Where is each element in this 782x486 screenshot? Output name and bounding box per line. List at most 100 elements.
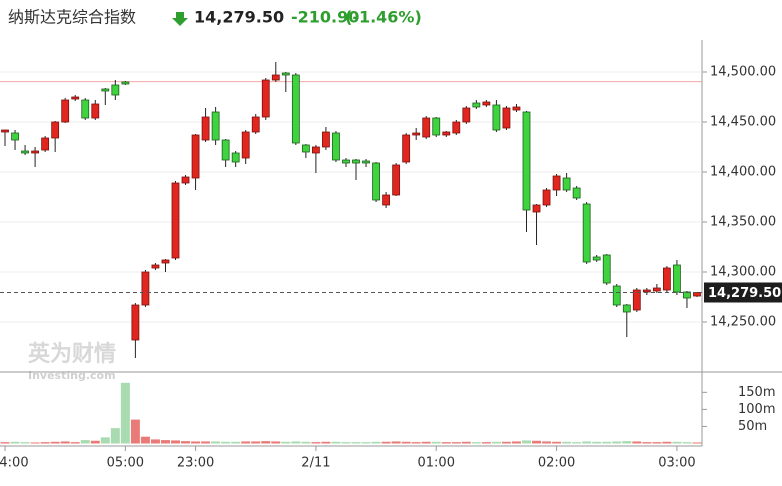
- volume-bar: [311, 442, 321, 444]
- volume-bar: [171, 440, 180, 444]
- candle-body: [693, 292, 701, 297]
- candle-body: [241, 131, 250, 159]
- volume-bar: [381, 441, 391, 444]
- y-tick-label: 100m: [738, 402, 775, 417]
- candle-body: [161, 259, 170, 264]
- y-tick-label: 14,400.00: [710, 165, 776, 180]
- volume-bar: [0, 442, 10, 444]
- candle-body: [402, 134, 411, 163]
- candle-body: [382, 194, 391, 206]
- volume-bar: [652, 442, 662, 444]
- volume-bar: [491, 441, 501, 444]
- candle-body: [562, 177, 571, 191]
- candle-body: [412, 132, 421, 136]
- candle-body: [131, 304, 140, 341]
- volume-bar: [110, 428, 120, 444]
- volume-bar: [50, 441, 60, 444]
- volume-bar: [100, 437, 110, 444]
- candle-body: [462, 107, 471, 123]
- volume-bar: [501, 441, 511, 444]
- volume-bar: [562, 441, 572, 444]
- volume-bar: [130, 419, 140, 444]
- candle-body: [251, 116, 260, 133]
- last-price: 14,279.50: [194, 8, 284, 27]
- candle-body: [261, 79, 270, 118]
- candle-body: [311, 146, 320, 154]
- volume-bar: [552, 441, 562, 444]
- x-tick-label: 03:00: [658, 456, 695, 471]
- candle-body: [101, 88, 110, 92]
- y-tick-label: 14,500.00: [710, 65, 776, 80]
- x-tick-label: 2/11: [301, 456, 330, 471]
- volume-bar: [181, 441, 191, 444]
- candle-body: [31, 150, 40, 154]
- last-price-tag-label: 14,279.50: [708, 286, 781, 301]
- candle-body: [452, 121, 461, 134]
- candle-body: [472, 102, 481, 108]
- volume-bar: [40, 442, 50, 444]
- candle-body: [91, 103, 100, 119]
- volume-bar: [60, 441, 70, 444]
- volume-bar: [201, 441, 211, 444]
- volume-bar: [411, 442, 421, 444]
- candle-body: [372, 162, 380, 201]
- candle-body: [352, 159, 360, 164]
- candle-body: [291, 74, 300, 144]
- volume-bar: [592, 441, 602, 444]
- y-tick-label: 14,250.00: [710, 315, 776, 330]
- candle-body: [231, 152, 240, 163]
- volume-bar: [471, 442, 481, 444]
- candle-body: [422, 117, 431, 138]
- volume-bar: [301, 441, 311, 444]
- volume-bar: [572, 442, 582, 444]
- volume-bar: [10, 441, 20, 444]
- candle-body: [522, 111, 531, 211]
- volume-bar: [271, 441, 281, 444]
- candle-body: [191, 134, 200, 179]
- candle-body: [21, 150, 29, 154]
- volume-bar: [391, 441, 401, 444]
- volume-bar: [522, 440, 531, 444]
- y-tick-label: 14,450.00: [710, 115, 776, 130]
- volume-bar: [451, 442, 461, 444]
- candle-body: [51, 121, 60, 139]
- x-tick-label: 23:00: [177, 456, 214, 471]
- candle-body: [432, 117, 441, 136]
- volume-bar: [481, 442, 491, 444]
- x-tick-label: 05:00: [107, 456, 144, 471]
- volume-bar: [682, 442, 692, 444]
- candle-body: [281, 72, 290, 76]
- y-tick-label: 14,350.00: [710, 215, 776, 230]
- volume-bar: [281, 441, 291, 444]
- candle-body: [482, 101, 491, 106]
- candle-body: [111, 84, 120, 96]
- volume-bar: [622, 441, 632, 444]
- change-percent: (-1.46%): [345, 8, 422, 27]
- candle-body: [171, 182, 180, 259]
- candle-body: [673, 264, 681, 293]
- candle-body: [342, 159, 350, 164]
- candle-body: [612, 285, 621, 306]
- candle-body: [362, 160, 370, 164]
- candle-body: [181, 176, 190, 184]
- volume-bar: [602, 441, 612, 444]
- candle-body: [271, 74, 280, 81]
- chart-title: 纳斯达克综合指数: [8, 8, 136, 27]
- volume-bar: [231, 441, 241, 444]
- candle-body: [221, 139, 230, 161]
- candle-body: [502, 107, 511, 129]
- volume-bar: [20, 442, 30, 444]
- y-tick-label: 50m: [738, 419, 767, 434]
- volume-bar: [191, 441, 201, 444]
- candle-body: [41, 137, 50, 151]
- candle-body: [582, 203, 591, 263]
- candle-body: [121, 81, 130, 85]
- volume-bar: [150, 439, 160, 444]
- last-price-tag: [704, 282, 782, 303]
- volume-bar: [291, 441, 301, 444]
- candle-body: [71, 96, 80, 100]
- x-tick-label: 02:00: [538, 456, 575, 471]
- volume-bar: [401, 441, 411, 444]
